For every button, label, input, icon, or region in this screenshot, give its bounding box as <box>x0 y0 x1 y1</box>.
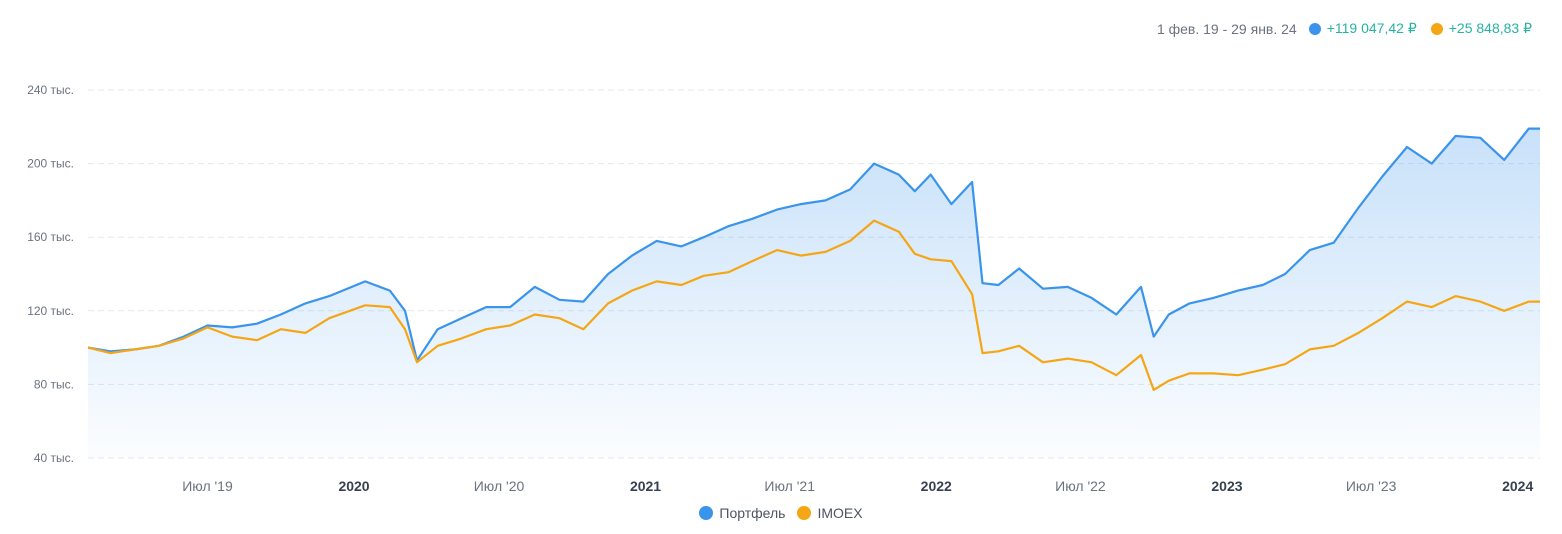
imoex-dot-icon <box>1430 22 1443 35</box>
y-tick-label: 80 тыс. <box>34 377 74 391</box>
series-line-imoex[interactable] <box>87 219 1540 391</box>
x-tick-label: Июл '23 <box>1346 478 1397 494</box>
x-tick-label: Июл '21 <box>764 478 815 494</box>
portfolio-area <box>88 128 1540 458</box>
portfolio-area-fill <box>88 128 1540 458</box>
imoex-legend-dot-icon <box>797 506 812 520</box>
y-tick-label: 240 тыс. <box>27 83 74 97</box>
x-tick-label: Июл '19 <box>182 478 233 494</box>
x-tick-label: Июл '22 <box>1055 478 1106 494</box>
y-tick-label: 40 тыс. <box>34 451 74 465</box>
x-tick-label: 2022 <box>921 478 952 494</box>
x-tick-label: 2020 <box>338 478 369 494</box>
period-label[interactable]: 1 фев. 19 - 29 янв. 24 <box>1156 20 1297 37</box>
x-tick-label: 2023 <box>1211 478 1242 494</box>
portfolio-dot-icon <box>1308 22 1321 35</box>
legend-item-imoex[interactable]: IMOEX <box>797 505 863 521</box>
legend-label-imoex: IMOEX <box>817 505 863 521</box>
y-tick-label: 160 тыс. <box>27 230 74 244</box>
y-tick-label: 200 тыс. <box>27 157 74 171</box>
x-tick-label: 2021 <box>630 478 661 494</box>
y-axis: 40 тыс. 80 тыс. 120 тыс. 160 тыс. 200 тыс. 24… <box>27 83 74 465</box>
y-tick-label: 120 тыс. <box>27 304 74 318</box>
chart-header: 1 фев. 19 - 29 янв. 24 +119 047,42 ₽ +25… <box>1157 20 1542 37</box>
x-tick-label: Июл '20 <box>474 478 525 494</box>
x-axis: Июл '19 2020 Июл '20 2021 Июл '21 2022 Июл '22… <box>182 478 1533 494</box>
legend-label-portfolio: Портфель <box>719 505 786 521</box>
imoex-gain: +25 848,83 ₽ <box>1448 20 1532 36</box>
series-line-portfolio[interactable] <box>87 127 1540 362</box>
x-tick-label: 2024 <box>1502 478 1533 494</box>
series-lines <box>87 127 1540 391</box>
portfolio-gain: +119 047,42 ₽ <box>1326 20 1417 36</box>
portfolio-legend-dot-icon <box>699 506 714 520</box>
legend: Портфель IMOEX <box>0 505 1562 521</box>
legend-item-portfolio[interactable]: Портфель <box>699 505 785 521</box>
